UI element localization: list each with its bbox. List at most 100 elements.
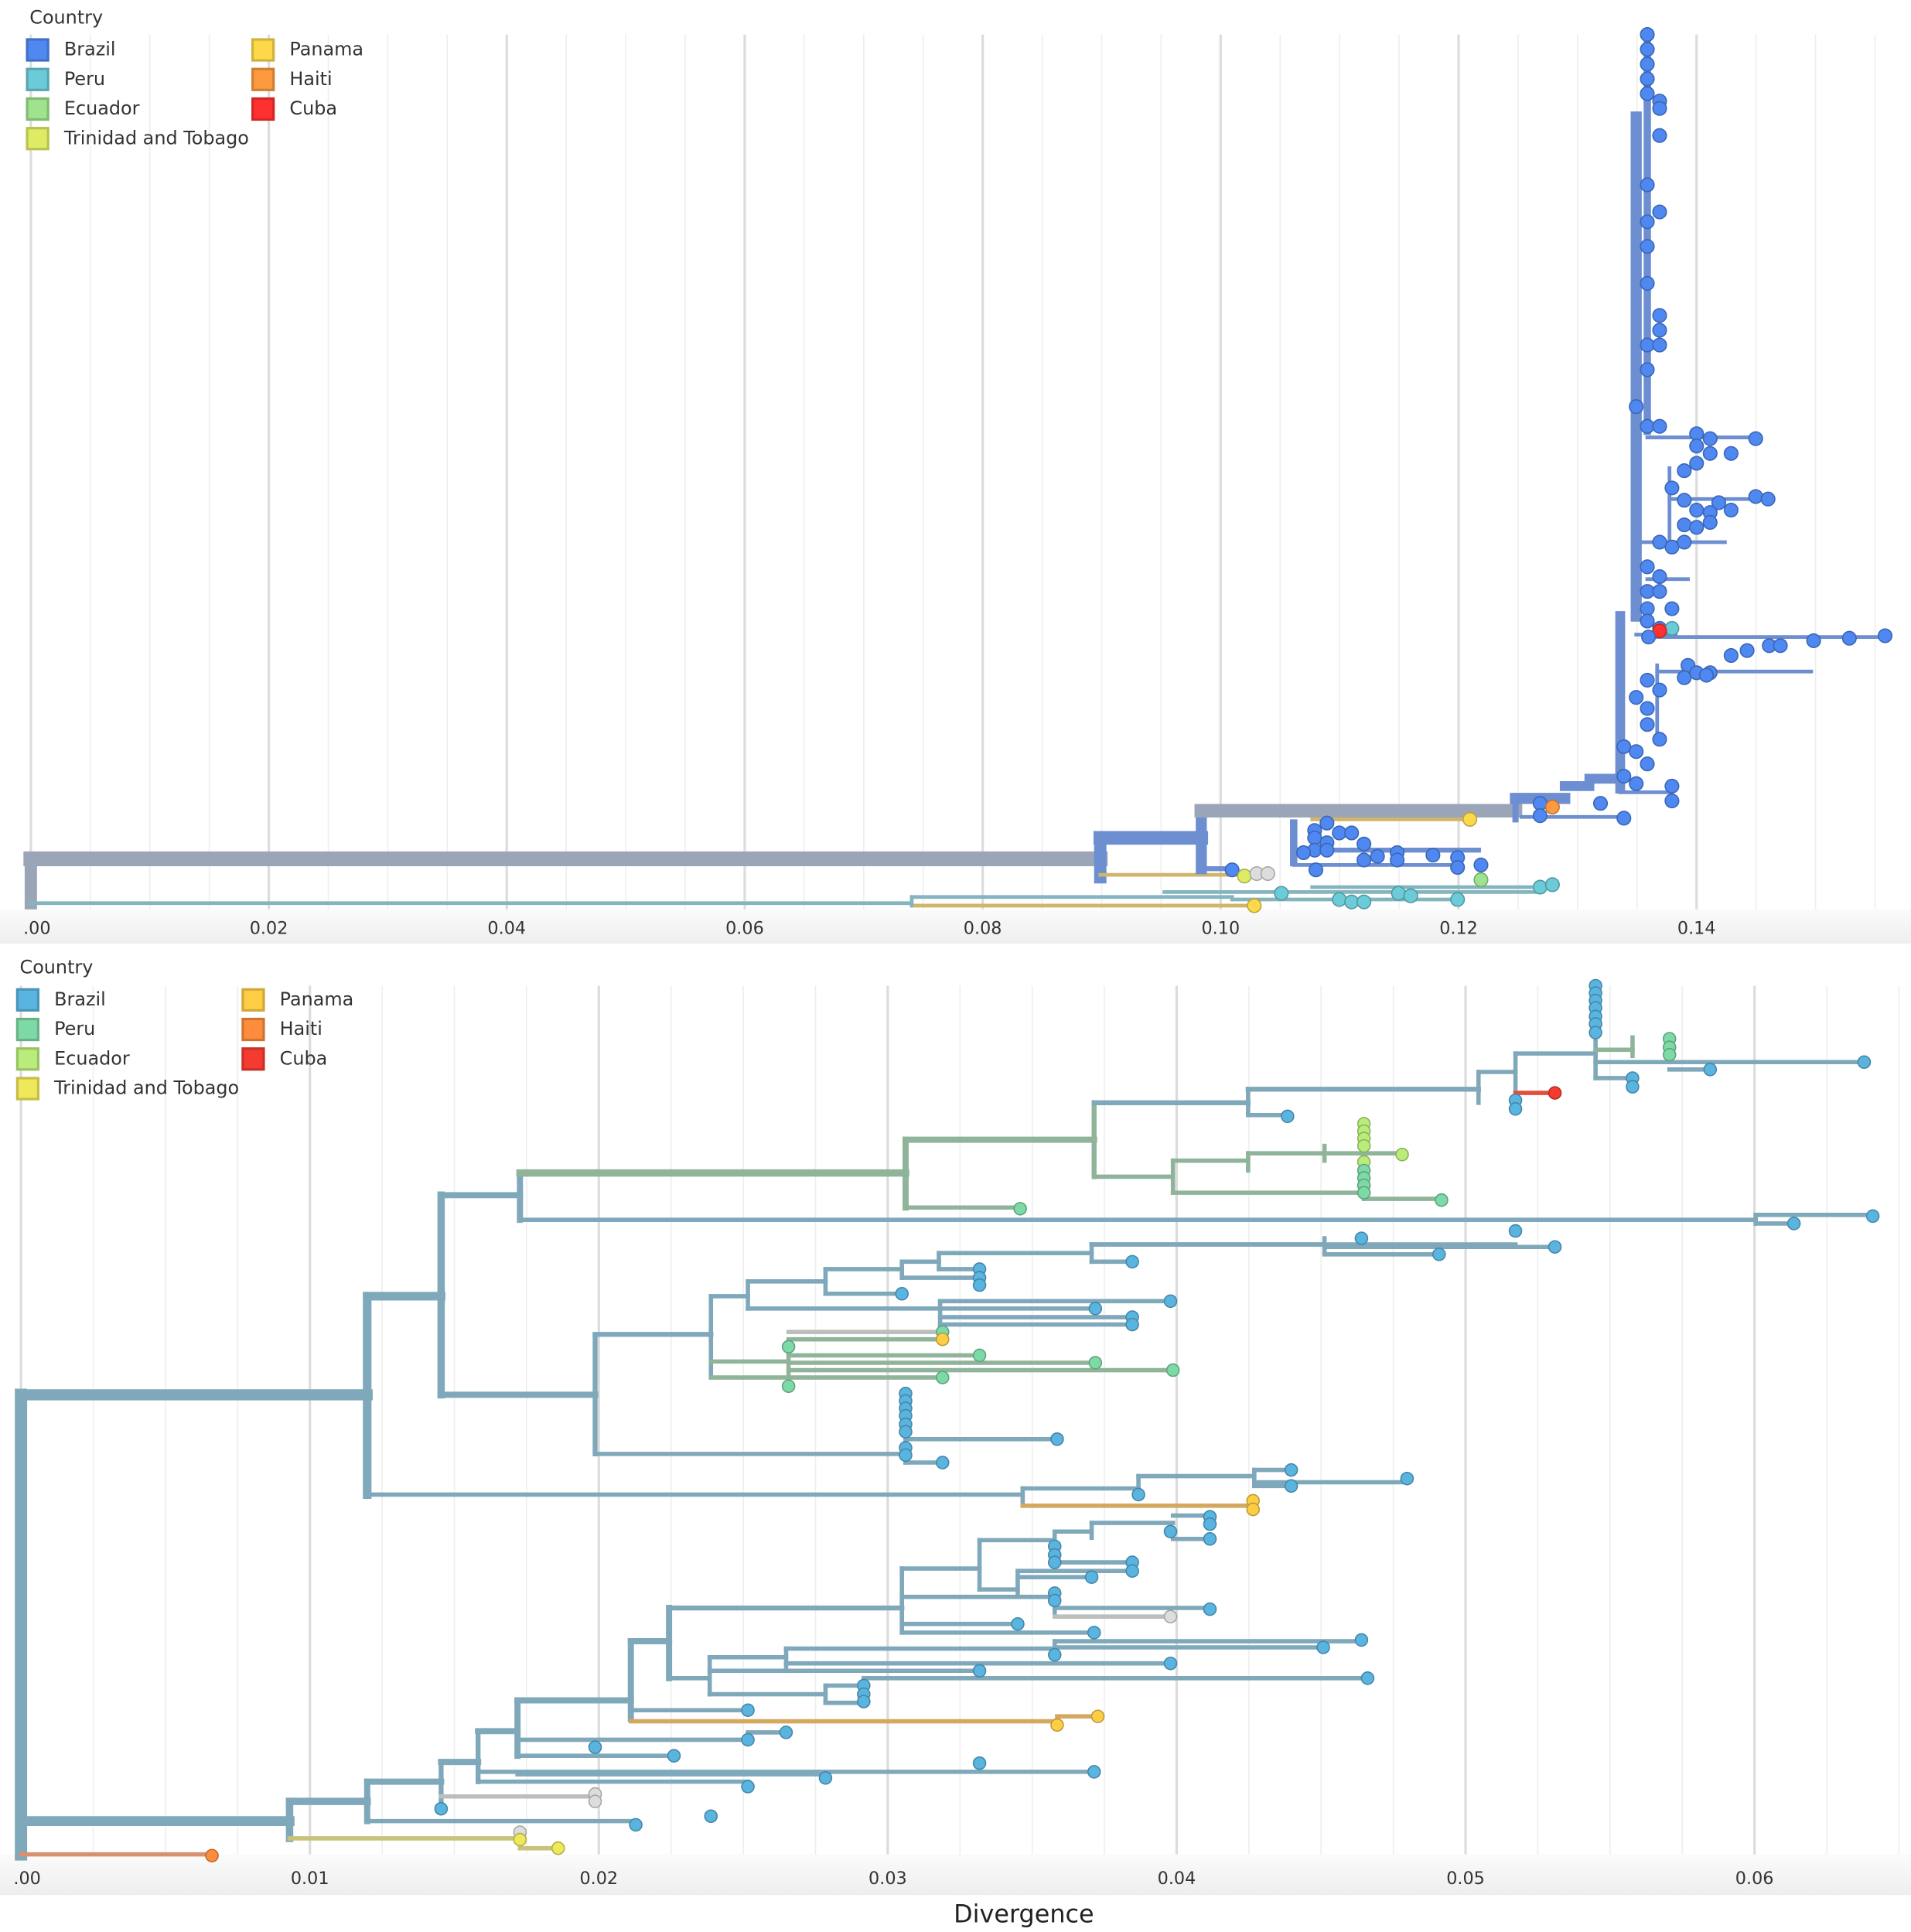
tip-node[interactable] xyxy=(1047,1555,1062,1569)
tip-node[interactable] xyxy=(1088,1302,1103,1316)
tip-node[interactable] xyxy=(1544,799,1560,815)
top-tree[interactable] xyxy=(23,27,1893,913)
tip-node[interactable] xyxy=(1748,489,1763,504)
tip-node[interactable] xyxy=(629,1818,643,1832)
tip-node[interactable] xyxy=(1203,1532,1217,1546)
tip-node[interactable] xyxy=(1284,1463,1298,1477)
tip-node[interactable] xyxy=(1308,862,1324,878)
tip-node[interactable] xyxy=(1640,601,1655,616)
tip-node[interactable] xyxy=(1640,418,1655,434)
tip-node[interactable] xyxy=(1640,613,1655,629)
tip-node[interactable] xyxy=(1532,879,1548,895)
tip-node[interactable] xyxy=(1354,1633,1369,1647)
tip-node[interactable] xyxy=(1281,1109,1295,1124)
tip-node[interactable] xyxy=(1711,495,1726,510)
tip-node[interactable] xyxy=(936,1332,950,1347)
tip-node[interactable] xyxy=(818,1771,833,1785)
tip-node[interactable] xyxy=(1652,623,1667,639)
tip-node[interactable] xyxy=(1857,1055,1872,1070)
tip-node[interactable] xyxy=(1652,418,1667,434)
tip-node[interactable] xyxy=(1354,1231,1369,1245)
tip-node[interactable] xyxy=(895,1287,909,1301)
tip-node[interactable] xyxy=(1640,42,1655,57)
tip-node[interactable] xyxy=(1473,857,1489,872)
tip-node[interactable] xyxy=(667,1749,681,1763)
tip-node[interactable] xyxy=(1011,1616,1025,1631)
tip-node[interactable] xyxy=(1370,848,1385,864)
tip-node[interactable] xyxy=(781,1379,796,1394)
legend-item-trinidad-and-tobago[interactable]: Trinidad and Tobago xyxy=(26,127,249,151)
tip-node[interactable] xyxy=(1640,672,1655,688)
legend-item-haiti[interactable]: Haiti xyxy=(251,67,333,91)
tip-node[interactable] xyxy=(1702,445,1718,461)
tip-node[interactable] xyxy=(857,1695,871,1708)
bottom-tree[interactable] xyxy=(15,978,1880,1862)
bottom-legend[interactable]: Country Brazil Peru Ecuador Trinidad and To… xyxy=(15,957,353,1101)
tip-node[interactable] xyxy=(1087,1626,1101,1640)
tip-node[interactable] xyxy=(1786,1217,1801,1231)
tip-node[interactable] xyxy=(1806,633,1821,648)
tip-node[interactable] xyxy=(1319,815,1335,831)
tip-node[interactable] xyxy=(1739,643,1755,658)
tip-node[interactable] xyxy=(936,1370,950,1384)
legend-item-ecuador[interactable]: Ecuador xyxy=(26,97,140,121)
tip-node[interactable] xyxy=(1274,886,1289,901)
tip-node[interactable] xyxy=(1450,859,1466,876)
tip-node[interactable] xyxy=(1640,584,1655,599)
legend-item-peru[interactable]: Peru xyxy=(15,1017,95,1042)
tip-node[interactable] xyxy=(1664,793,1680,809)
tip-node[interactable] xyxy=(1664,778,1680,794)
tip-node[interactable] xyxy=(972,1278,987,1292)
tip-node[interactable] xyxy=(1640,214,1655,230)
tip-node[interactable] xyxy=(741,1732,755,1747)
tip-node[interactable] xyxy=(1652,682,1667,698)
tip-node[interactable] xyxy=(1356,1186,1371,1200)
tip-node[interactable] xyxy=(1662,1047,1677,1062)
tip-node[interactable] xyxy=(1237,869,1252,884)
tip-node[interactable] xyxy=(741,1703,755,1718)
tip-node[interactable] xyxy=(1356,894,1372,910)
tip-node[interactable] xyxy=(1640,275,1655,291)
tip-node[interactable] xyxy=(1165,1363,1180,1377)
tip-node[interactable] xyxy=(1760,491,1776,507)
tip-node[interactable] xyxy=(1689,502,1705,518)
tip-node[interactable] xyxy=(1677,670,1692,685)
tip-node[interactable] xyxy=(1395,1147,1409,1162)
tip-node[interactable] xyxy=(1319,842,1335,858)
tip-node[interactable] xyxy=(1616,811,1632,826)
tip-node[interactable] xyxy=(1841,630,1857,646)
tip-node[interactable] xyxy=(1473,872,1489,888)
tip-node[interactable] xyxy=(1723,445,1739,461)
tip-node[interactable] xyxy=(1246,1502,1260,1517)
tip-node[interactable] xyxy=(1356,1138,1371,1153)
tip-node[interactable] xyxy=(1640,701,1655,716)
tip-node[interactable] xyxy=(1356,836,1372,852)
tip-node[interactable] xyxy=(1316,1640,1330,1654)
tip-node[interactable] xyxy=(1652,337,1667,353)
tip-node[interactable] xyxy=(1652,584,1667,599)
legend-item-ecuador[interactable]: Ecuador xyxy=(15,1047,130,1071)
tip-node[interactable] xyxy=(1689,426,1705,442)
tip-node[interactable] xyxy=(1640,27,1655,43)
tip-node[interactable] xyxy=(1508,1102,1523,1116)
tip-node[interactable] xyxy=(1425,848,1441,863)
tip-node[interactable] xyxy=(1640,717,1655,732)
tip-node[interactable] xyxy=(1702,514,1718,531)
tip-node[interactable] xyxy=(1702,431,1718,446)
tip-node[interactable] xyxy=(1284,1479,1298,1493)
legend-item-peru[interactable]: Peru xyxy=(26,67,105,91)
tip-node[interactable] xyxy=(1723,502,1739,518)
tip-node[interactable] xyxy=(1626,1080,1640,1094)
tip-node[interactable] xyxy=(1689,520,1705,535)
tip-node[interactable] xyxy=(1050,1432,1064,1446)
tip-node[interactable] xyxy=(1677,534,1692,550)
tip-node[interactable] xyxy=(1224,862,1240,878)
tip-node[interactable] xyxy=(1652,534,1667,550)
tip-node[interactable] xyxy=(1125,1317,1139,1332)
tip-node[interactable] xyxy=(972,1664,987,1678)
tip-node[interactable] xyxy=(434,1801,449,1816)
tip-node[interactable] xyxy=(1088,1356,1103,1370)
tip-node[interactable] xyxy=(1163,1294,1178,1309)
tip-node[interactable] xyxy=(1640,71,1655,87)
tip-node[interactable] xyxy=(1247,898,1262,913)
